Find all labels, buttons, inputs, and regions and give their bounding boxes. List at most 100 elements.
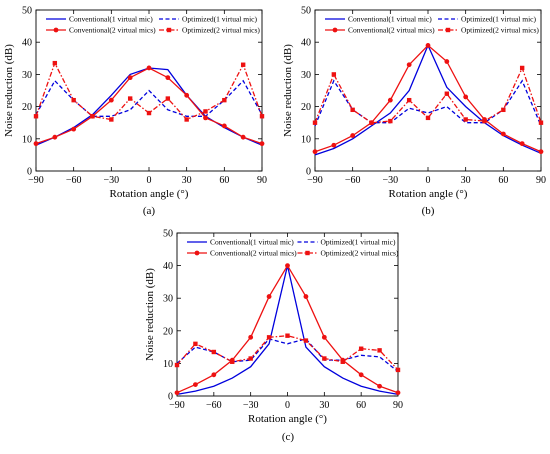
x-tick-label: −60 [345, 175, 361, 186]
data-point [331, 142, 337, 148]
data-point [358, 346, 364, 351]
data-point [358, 372, 364, 378]
y-tick-label: 50 [301, 6, 311, 17]
data-point [444, 91, 450, 96]
data-point [519, 141, 525, 147]
data-point [193, 341, 198, 347]
data-point [165, 75, 171, 81]
series-line-1 [35, 67, 263, 146]
chart-panel-1: −90 −60 −30 0 30 60 90 0 10 20 30 40 50 Rotation angl… [3, 6, 267, 218]
y-tick-label: 20 [22, 102, 32, 113]
legend-marker [194, 250, 200, 256]
data-point [395, 390, 401, 396]
data-point [71, 97, 76, 103]
data-point [387, 97, 393, 103]
legend-marker [445, 27, 451, 33]
data-point [90, 114, 95, 119]
data-point [482, 118, 487, 124]
data-point [519, 65, 525, 71]
x-tick-label: −60 [66, 175, 82, 186]
legend-label: Conventional(2 virtual mics) [348, 26, 435, 35]
data-point [266, 335, 272, 340]
legend-label: Conventional(2 virtual mics) [69, 26, 156, 35]
legend-marker [332, 27, 338, 33]
data-point [285, 263, 290, 268]
x-tick-label: −30 [383, 175, 399, 186]
data-point [127, 96, 133, 101]
data-point [303, 294, 309, 299]
x-tick-label: 90 [393, 400, 403, 411]
data-point [285, 333, 290, 338]
series-line-4 [314, 66, 542, 124]
panel-caption: (a) [143, 205, 156, 217]
data-point [184, 92, 190, 98]
y-tick-label: 30 [301, 70, 311, 81]
data-point [211, 372, 217, 378]
y-tick-label: 20 [301, 102, 311, 113]
data-point [52, 134, 58, 140]
x-axis-label: Rotation angle (°) [110, 188, 189, 200]
data-point [463, 94, 469, 100]
data-point [146, 65, 152, 71]
x-axis-label: Rotation angle (°) [389, 188, 468, 200]
legend-marker [305, 250, 310, 256]
data-point [377, 348, 382, 353]
data-point [388, 118, 393, 124]
y-tick-label: 20 [163, 326, 173, 337]
data-point [222, 97, 227, 103]
series-line-1 [176, 265, 399, 396]
data-point [203, 115, 208, 121]
data-point [165, 96, 171, 101]
chart-panel-3: −90 −60 −30 0 30 60 90 0 10 20 30 40 50 Rotation angl… [144, 229, 403, 444]
data-point [33, 141, 39, 147]
data-point [377, 383, 382, 389]
legend-label: Optimized(1 virtual mic) [461, 15, 536, 24]
series-line-3 [176, 264, 399, 394]
x-tick-label: 30 [182, 175, 192, 186]
data-point [211, 349, 217, 355]
legend-marker [166, 27, 172, 33]
data-point [322, 356, 327, 361]
data-point [312, 120, 318, 125]
y-axis-label: Noise reduction (dB) [282, 44, 294, 137]
data-point [240, 134, 246, 140]
data-point [395, 367, 401, 373]
series-line-4 [176, 335, 399, 371]
y-tick-label: 10 [22, 134, 32, 145]
data-point [71, 126, 77, 132]
data-point [221, 123, 227, 129]
data-point [184, 117, 189, 122]
x-tick-label: 90 [536, 175, 546, 186]
legend-label: Optimized(1 virtual mic) [321, 238, 396, 247]
legend-label: Optimized(1 virtual mic) [182, 15, 257, 24]
data-point [259, 141, 265, 147]
data-point [266, 294, 272, 299]
x-tick-label: 60 [356, 400, 366, 411]
y-tick-label: 40 [163, 261, 173, 272]
legend-label: Optimized(2 virtual mics) [321, 249, 399, 258]
y-tick-label: 10 [163, 359, 173, 370]
x-tick-label: 30 [319, 400, 329, 411]
data-point [340, 359, 345, 364]
data-point [108, 97, 114, 103]
legend-marker [53, 27, 59, 33]
y-tick-label: 0 [27, 167, 32, 178]
data-point [174, 362, 180, 368]
data-point [193, 382, 198, 387]
data-point [425, 43, 431, 48]
data-point [463, 117, 468, 122]
data-point [52, 60, 58, 66]
y-tick-label: 10 [301, 134, 311, 145]
x-tick-label: 90 [257, 175, 267, 186]
x-axis-label: Rotation angle (°) [248, 413, 327, 425]
y-tick-label: 50 [163, 229, 173, 240]
data-point [240, 62, 246, 67]
x-tick-label: −60 [206, 400, 222, 411]
data-point [321, 334, 327, 340]
data-point [350, 133, 356, 138]
x-tick-label: 0 [285, 400, 290, 411]
x-tick-label: 60 [219, 175, 229, 186]
panel-caption: (b) [422, 205, 435, 217]
x-tick-label: 30 [461, 175, 471, 186]
